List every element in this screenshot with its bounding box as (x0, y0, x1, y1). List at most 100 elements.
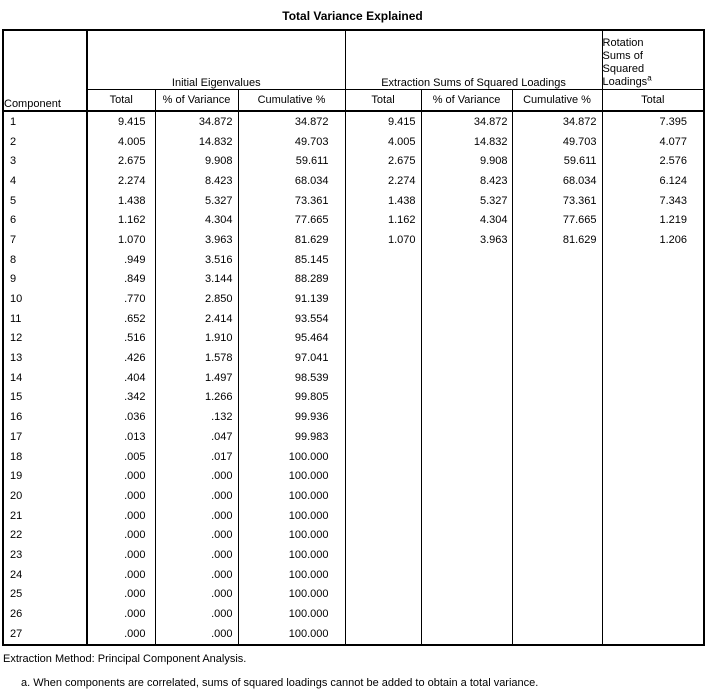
component-cell: 2 (2, 131, 88, 152)
value-cell: 81.629 (237, 230, 346, 250)
value-cell (601, 505, 705, 526)
value-cell: .000 (154, 604, 239, 624)
value-cell: 1.206 (601, 230, 705, 250)
value-cell (420, 289, 513, 309)
value-cell (601, 308, 705, 329)
value-cell: 1.438 (344, 190, 422, 211)
value-cell (601, 623, 705, 645)
col-header-extraction-cumulative-pct: Cumulative % (511, 89, 603, 112)
value-cell: 4.005 (86, 131, 156, 152)
value-cell: 2.850 (154, 289, 239, 309)
value-cell (420, 564, 513, 585)
value-cell (511, 623, 603, 645)
value-cell: 7.395 (601, 111, 705, 132)
value-cell (601, 604, 705, 624)
value-cell: 2.675 (344, 151, 422, 172)
value-cell (420, 545, 513, 565)
component-cell: 20 (2, 486, 88, 506)
value-cell (511, 505, 603, 526)
component-cell: 12 (2, 328, 88, 349)
value-cell (420, 387, 513, 408)
value-cell: 14.832 (154, 131, 239, 152)
value-cell (344, 545, 422, 565)
value-cell (511, 584, 603, 605)
table-row: 9.849 3.144 88.289 (2, 269, 705, 290)
value-cell: 100.000 (237, 604, 346, 624)
value-cell (511, 446, 603, 467)
value-cell (511, 348, 603, 368)
value-cell (601, 427, 705, 447)
rotation-header-text: Rotation Sums of Squared Loadingsa (602, 37, 652, 88)
value-cell (420, 367, 513, 388)
value-cell: .770 (86, 289, 156, 309)
value-cell: 1.162 (344, 210, 422, 231)
value-cell: .000 (86, 545, 156, 565)
col-header-extraction-total: Total (344, 89, 422, 112)
value-cell (420, 348, 513, 368)
value-cell: 9.415 (86, 111, 156, 132)
value-cell: .000 (154, 564, 239, 585)
value-cell (344, 505, 422, 526)
value-cell: 34.872 (511, 111, 603, 132)
col-header-initial-pct-variance: % of Variance (154, 89, 239, 112)
value-cell: 98.539 (237, 367, 346, 388)
table-row: 10.770 2.850 91.139 (2, 289, 705, 309)
value-cell: 1.162 (86, 210, 156, 231)
value-cell: 91.139 (237, 289, 346, 309)
component-cell: 8 (2, 249, 88, 270)
col-header-extraction-pct-variance: % of Variance (420, 89, 513, 112)
value-cell: 1.438 (86, 190, 156, 211)
value-cell: .000 (154, 584, 239, 605)
value-cell: 1.578 (154, 348, 239, 368)
table-row: 14.404 1.497 98.539 (2, 367, 705, 388)
value-cell: .426 (86, 348, 156, 368)
value-cell (420, 308, 513, 329)
sub-header-row: Total % of Variance Cumulative % Total %… (3, 89, 705, 112)
value-cell: 100.000 (237, 446, 346, 467)
value-cell: .000 (86, 623, 156, 645)
table-header: Component Initial Eigenvalues Extraction… (2, 29, 705, 112)
value-cell: 1.070 (86, 230, 156, 250)
value-cell: 100.000 (237, 505, 346, 526)
value-cell: 77.665 (511, 210, 603, 231)
value-cell: 4.077 (601, 131, 705, 152)
value-cell (601, 407, 705, 427)
component-cell: 22 (2, 525, 88, 546)
value-cell: .849 (86, 269, 156, 290)
value-cell (511, 564, 603, 585)
col-header-component: Component (2, 29, 88, 112)
value-cell: 34.872 (237, 111, 346, 132)
value-cell: 3.963 (420, 230, 513, 250)
table-row: 1 9.415 34.872 34.872 9.415 34.872 34.872 7.395 (2, 111, 705, 132)
value-cell: .132 (154, 407, 239, 427)
value-cell: 100.000 (237, 486, 346, 506)
value-cell: .000 (86, 564, 156, 585)
table-row: 25.000.000 100.000 (2, 584, 705, 605)
value-cell (344, 584, 422, 605)
value-cell (344, 328, 422, 349)
value-cell: 68.034 (237, 171, 346, 191)
value-cell: .000 (86, 525, 156, 546)
value-cell: 97.041 (237, 348, 346, 368)
value-cell: 59.611 (511, 151, 603, 172)
total-variance-table: Component Initial Eigenvalues Extraction… (2, 29, 705, 646)
component-cell: 4 (2, 171, 88, 191)
value-cell (511, 407, 603, 427)
value-cell: .000 (154, 466, 239, 487)
value-cell: 3.516 (154, 249, 239, 270)
value-cell: 77.665 (237, 210, 346, 231)
value-cell (344, 623, 422, 645)
value-cell (344, 407, 422, 427)
table-row: 2 4.005 14.832 49.703 4.005 14.832 49.703 4.077 (2, 131, 705, 152)
value-cell (601, 387, 705, 408)
value-cell (420, 328, 513, 349)
value-cell: .000 (154, 545, 239, 565)
value-cell (601, 348, 705, 368)
value-cell (601, 584, 705, 605)
value-cell: 1.070 (344, 230, 422, 250)
value-cell: .000 (154, 525, 239, 546)
table-row: 16.036.132 99.936 (2, 407, 705, 427)
value-cell (601, 446, 705, 467)
component-cell: 25 (2, 584, 88, 605)
component-cell: 19 (2, 466, 88, 487)
